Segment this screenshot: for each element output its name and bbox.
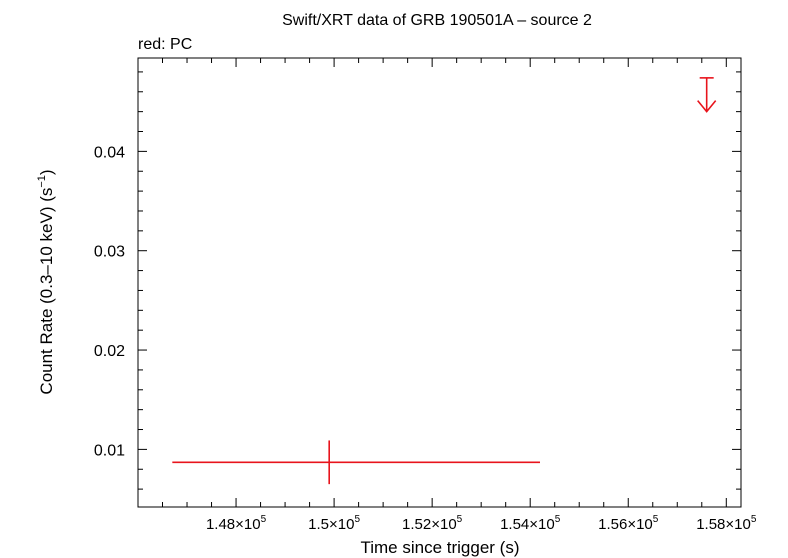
x-axis-ticks: 1.48×105 1.5×105 1.52×105 1.54×105 1.56×105 1… — [137, 58, 757, 533]
x-tick-label-exponent: 5 — [751, 514, 757, 525]
x-tick-label: 1.5×105 — [308, 514, 360, 533]
chart-subtitle: red: PC — [138, 36, 192, 53]
x-tick-label: 1.52×105 — [402, 514, 463, 533]
x-tick-label-exponent: 5 — [457, 514, 463, 525]
x-tick-label-mantissa: 1.58×10 — [696, 516, 751, 533]
plot-area — [137, 57, 742, 508]
upper-limit — [697, 77, 717, 113]
x-tick-label: 1.48×105 — [206, 514, 267, 533]
x-tick-label-exponent: 5 — [555, 514, 561, 525]
upper-limit-arrowhead — [697, 100, 717, 113]
x-tick-label: 1.54×105 — [500, 514, 561, 533]
y-axis-ticks: 0.01 0.02 0.03 0.04 — [94, 71, 741, 490]
x-tick-label-exponent: 5 — [261, 514, 267, 525]
x-tick-label-mantissa: 1.54×10 — [500, 516, 555, 533]
y-tick-label: 0.03 — [94, 244, 125, 261]
x-tick-label-mantissa: 1.5×10 — [308, 516, 354, 533]
x-tick-label-exponent: 5 — [354, 514, 360, 525]
x-tick-label: 1.56×105 — [598, 514, 659, 533]
chart-title: Swift/XRT data of GRB 190501A – source 2 — [282, 12, 592, 29]
x-tick-label-mantissa: 1.52×10 — [402, 516, 457, 533]
y-axis-label: Count Rate (0.3–10 keV) (s−1) — [36, 169, 56, 394]
y-tick-label: 0.02 — [94, 343, 125, 360]
x-tick-label-exponent: 5 — [653, 514, 659, 525]
y-axis-label-exponent: −1 — [36, 175, 48, 188]
x-tick-label: 1.58×105 — [696, 514, 757, 533]
y-axis-label-tail: ) — [37, 169, 56, 175]
y-tick-label: 0.01 — [94, 442, 125, 459]
y-tick-label: 0.04 — [94, 144, 125, 161]
data-layer — [172, 77, 717, 485]
x-tick-label-mantissa: 1.48×10 — [206, 516, 261, 533]
y-axis-label-main: Count Rate (0.3–10 keV) (s — [37, 188, 56, 395]
data-point — [172, 440, 540, 485]
x-axis-label: Time since trigger (s) — [360, 538, 519, 557]
plot-frame — [137, 57, 742, 508]
x-tick-label-mantissa: 1.56×10 — [598, 516, 653, 533]
